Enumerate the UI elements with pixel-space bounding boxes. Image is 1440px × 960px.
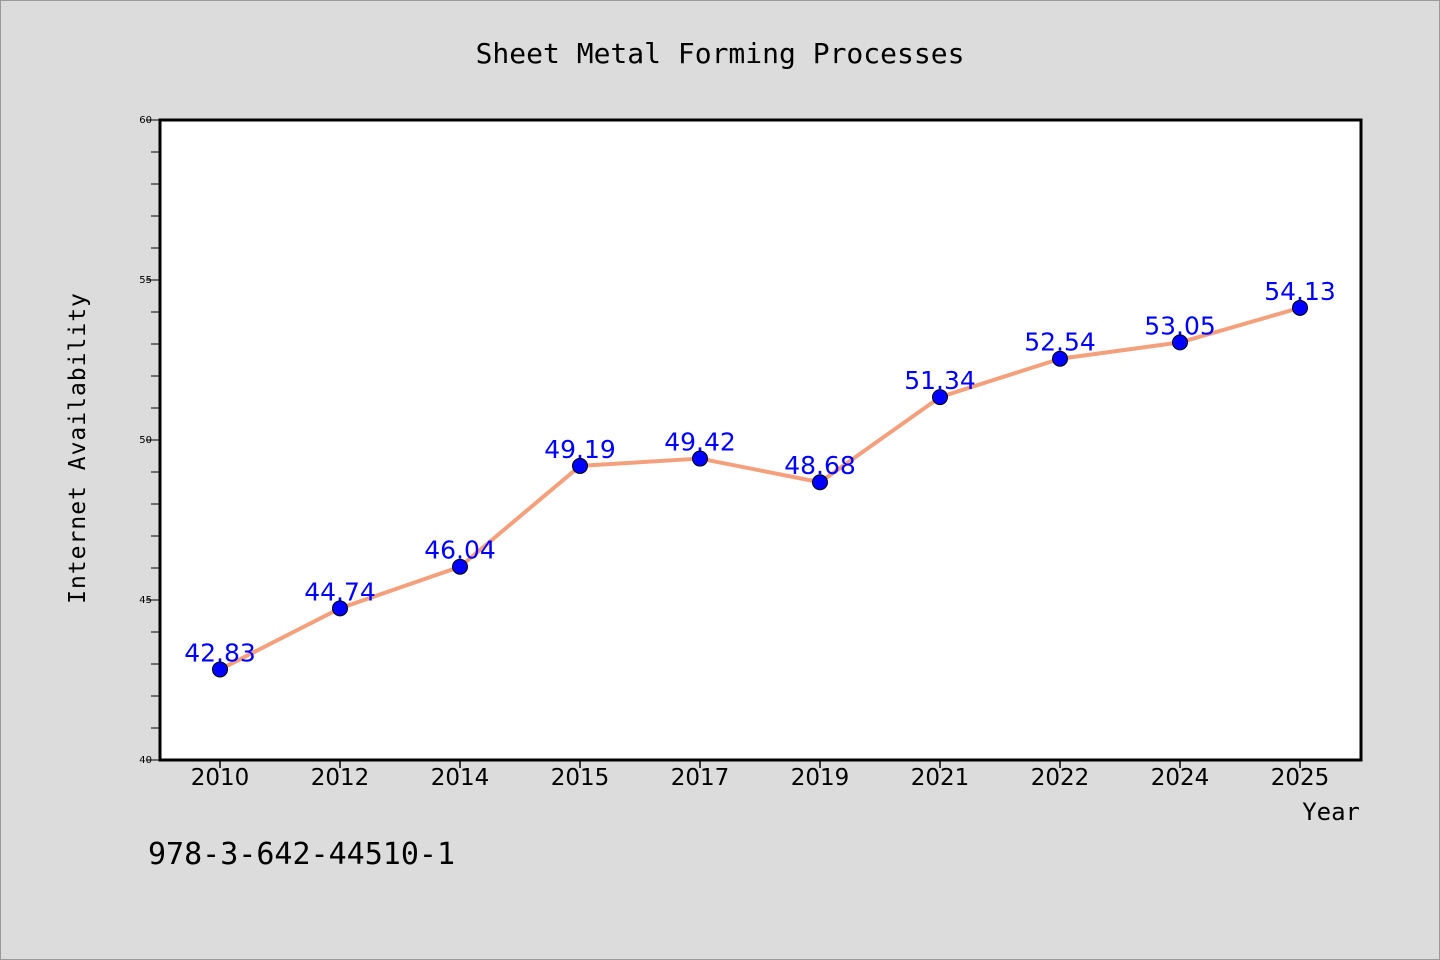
data-label: 48.68 <box>784 451 856 480</box>
data-label: 46.04 <box>424 536 496 565</box>
data-label: 42.83 <box>184 638 256 667</box>
data-label: 49.42 <box>664 428 736 457</box>
data-point <box>812 474 828 491</box>
plot-area <box>160 120 1361 760</box>
x-tick-label: 2015 <box>551 765 610 791</box>
data-markers <box>212 299 1308 678</box>
x-tick-label: 2014 <box>431 765 490 791</box>
data-point <box>332 600 348 617</box>
x-tick-label: 2012 <box>311 765 370 791</box>
plot-border <box>158 118 1363 762</box>
data-label: 52.54 <box>1024 328 1096 357</box>
data-point <box>1172 334 1188 351</box>
x-tick-label: 2025 <box>1271 765 1330 791</box>
y-tick-label: 60 <box>139 115 152 126</box>
data-label: 53.05 <box>1144 311 1216 340</box>
data-label: 44.74 <box>304 577 376 606</box>
x-tick-label: 2010 <box>191 765 250 791</box>
y-tick-label: 45 <box>139 595 152 606</box>
data-labels: 42.83 44.74 46.04 49.19 49.42 48.68 51.34 52.54… <box>184 277 1336 668</box>
data-point <box>572 457 588 474</box>
y-tick-label: 40 <box>139 755 152 766</box>
data-label: 54.13 <box>1264 277 1336 306</box>
data-point <box>1052 350 1068 367</box>
data-point <box>932 389 948 406</box>
data-point <box>692 450 708 467</box>
data-label: 49.19 <box>544 435 616 464</box>
x-tick-label: 2022 <box>1031 765 1090 791</box>
series-line <box>219 305 1301 672</box>
data-point <box>212 661 228 678</box>
x-tick-label: 2019 <box>791 765 850 791</box>
y-tick-label: 55 <box>139 275 152 286</box>
data-point <box>452 558 468 575</box>
data-label: 51.34 <box>904 366 976 395</box>
y-axis-label: Internet Availability <box>65 292 91 604</box>
x-tick-label: 2017 <box>671 765 730 791</box>
y-tick-label: 50 <box>139 435 152 446</box>
x-axis-ticks: 2010 2012 2014 2015 2017 2019 2021 2022 2024 2025 <box>191 760 1330 791</box>
x-tick-label: 2021 <box>911 765 970 791</box>
footer-isbn: 978-3-642-44510-1 <box>148 837 455 872</box>
x-tick-label: 2024 <box>1151 765 1210 791</box>
data-point <box>1292 299 1308 316</box>
y-axis-ticks: 40 45 50 55 60 <box>139 115 160 766</box>
chart-title: Sheet Metal Forming Processes <box>476 37 965 70</box>
x-axis-label: Year <box>1302 798 1360 826</box>
